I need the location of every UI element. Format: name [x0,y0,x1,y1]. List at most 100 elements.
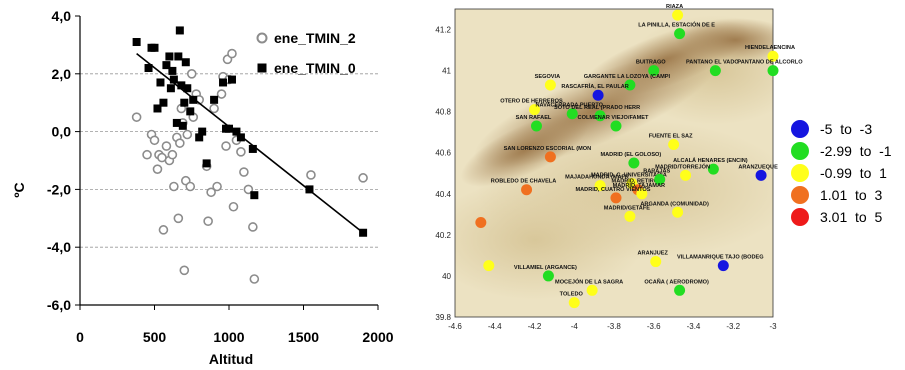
legend-swatch [791,208,809,226]
trendline [136,52,364,234]
station-label: MADRID, CUATRO VIENTOS [575,187,650,193]
y-tick-label: 4,0 [52,8,72,24]
station-label: PANTANO EL VADO [686,60,739,66]
longitude-tick-label: -3.2 [726,322,740,331]
y-tick-labels: 4,0 2,0 0,0 -2,0 -4,0 -6,0 [47,8,71,313]
station-marker [530,120,542,132]
station-marker [707,163,719,175]
station-label: BARAJAS [643,168,670,174]
station-marker [624,210,636,222]
ene-tmin-2-point [179,265,190,276]
ene-tmin-2-point [161,141,172,151]
legend-swatch [791,142,809,160]
ene-tmin-2-point [221,141,231,151]
station-marker [709,65,721,77]
station-markers: RIAZA LA PINILLA, ESTACIÓN DE E HIENDELAEN… [475,4,803,309]
station-marker [586,284,598,296]
ene-tmin-0-point [159,98,168,107]
station-marker [755,169,767,181]
station-label: COLMENAR VIEJO/FAMET [578,115,649,121]
station-label: MAJADAHONDA (MAFR [565,175,629,181]
station-marker [610,120,622,132]
station-marker [568,297,580,309]
scatter-legend: ene_TMIN_2 ene_TMIN_0 [256,30,356,76]
ene-tmin-2-point [149,135,160,146]
ene-tmin-2-point [173,213,184,224]
legend-label: -2.99 to -1 [820,143,892,159]
station-label: VILLAMIEL (ARGANCE) [514,265,577,271]
legend-label: 3.01 to 5 [820,209,882,225]
ene-tmin-0-point [198,127,207,136]
station-marker [674,284,686,296]
station-marker [628,157,640,169]
longitude-tick-label: -3.4 [687,322,701,331]
ene-tmin-0-point [227,75,236,84]
station-label: SEGOVIA [535,74,561,80]
station-label: GARGANTE LA LOZOYA (CAMPI [584,74,671,80]
latitude-tick-label: 40.4 [435,190,451,199]
map-frame [454,8,774,318]
latitude-tick-label: 40.2 [435,231,451,240]
latitude-tick-label: 41.2 [435,26,451,35]
ene-tmin-0-point [172,118,181,127]
station-label: RASCAFRÍA, EL PAULAR [561,82,629,90]
station-label: ROBLEDO DE CHAVELA [491,179,556,185]
station-label: TOLEDO [560,292,584,298]
ene-tmin-0-point [189,95,198,104]
station-marker [475,217,487,229]
latitude-tick-label: 40.8 [435,108,451,117]
legend-marker-ene-tmin-2 [256,32,268,44]
station-marker [542,270,554,282]
station-label: ARGANDA (COMUNIDAD) [640,201,709,207]
station-label: ARANJUEZ [638,251,669,257]
station-marker [636,188,648,200]
station-marker [668,139,680,151]
longitude-tick-label: -4.6 [448,322,462,331]
x-tick-labels: 0 500 1000 1500 2000 [76,329,394,345]
ene-tmin-2-point [358,173,368,183]
ene-tmin-2-point [186,69,197,79]
station-label: MADRID, C. UNIVERSITARIA [591,173,667,179]
longitude-tick-labels: -4.6 -4.4 -4.2 -4 -3.8 -3.6 -3.4 -3.2 -3 [448,322,777,331]
ene-tmin-0-point [166,84,175,93]
station-marker [674,28,686,40]
y-tick-label: -6,0 [47,297,71,313]
ene-tmin-2-point [152,164,163,174]
station-label: HIENDELAENCINA [745,45,795,51]
station-label: MADRID, RETIRO [612,179,659,185]
station-label: OCAÑA ( AERODROMO) [644,278,709,285]
ene-tmin-0-point [178,121,187,130]
ene-tmin-2-point [248,222,258,232]
station-marker [544,79,556,91]
station-marker [767,50,779,62]
ene-tmin-2-point [131,112,142,122]
terrain-relief [455,9,773,317]
y-tick-label: 0,0 [52,124,72,140]
ene-tmin-2-point [206,187,216,198]
x-tick-label: 500 [143,329,167,345]
trendline-segment [136,52,364,234]
station-marker [767,65,779,77]
legend-label: -0.99 to 1 [820,165,887,181]
y-tick-label: -4,0 [47,239,71,255]
longitude-tick-label: -3 [769,322,777,331]
legend-label-ene-tmin-0: ene_TMIN_0 [274,60,356,76]
horizontal-gridlines [80,73,378,248]
ene-tmin-0-point [174,52,183,61]
ene-tmin-0-point [195,133,204,142]
legend-swatch [791,186,809,204]
ene-tmin-0-point [169,75,178,84]
ene-tmin-0-point [150,43,159,52]
latitude-tick-label: 40.6 [435,149,451,158]
station-label: PANTANO DE ALCORLO [737,60,803,66]
latitude-tick-label: 39.8 [435,313,451,322]
longitude-tick-label: -3.8 [607,322,621,331]
station-marker [717,260,729,272]
station-marker [680,169,692,181]
legend-swatch [791,164,809,182]
station-label: BUITRAGO [636,60,666,66]
ene-tmin-0-point [132,38,141,47]
ene-tmin-2-point [175,138,185,148]
ene-tmin-0-point [248,144,257,153]
ene-tmin-0-point [144,64,153,73]
